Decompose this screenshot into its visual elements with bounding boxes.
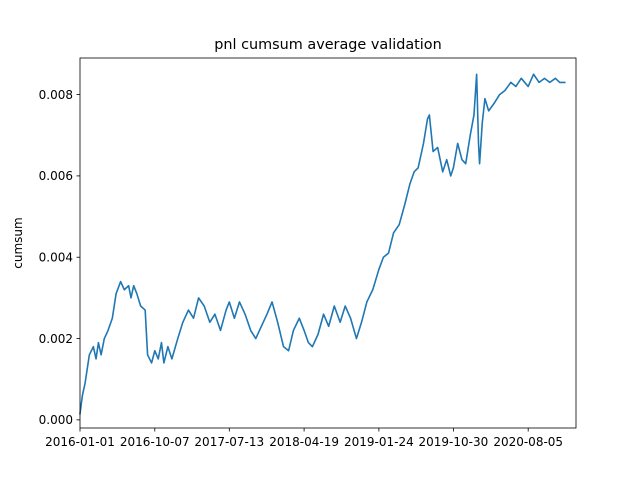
plot-frame xyxy=(79,57,577,429)
x-tick-label: 2016-10-07 xyxy=(120,435,190,449)
y-axis-ticks: 0.000 0.002 0.004 0.006 0.008 xyxy=(39,88,80,427)
plot-area xyxy=(80,58,576,428)
x-tick-label: 2020-08-05 xyxy=(493,435,563,449)
x-tick-label: 2019-01-24 xyxy=(344,435,414,449)
y-axis-label: cumsum xyxy=(11,217,25,268)
y-tick-label: 0.006 xyxy=(39,169,73,183)
series-line-cumsum xyxy=(79,73,566,415)
chart-title: pnl cumsum average validation xyxy=(214,37,441,53)
y-tick-label: 0.002 xyxy=(39,332,73,346)
y-tick-label: 0.000 xyxy=(39,413,73,427)
x-tick-label: 2019-10-30 xyxy=(419,435,489,449)
y-tick-label: 0.008 xyxy=(39,88,73,102)
x-tick-label: 2017-07-13 xyxy=(194,435,264,449)
x-tick-label: 2016-01-01 xyxy=(45,435,115,449)
x-tick-label: 2018-04-19 xyxy=(269,435,339,449)
y-tick-label: 0.004 xyxy=(39,251,73,265)
x-axis-ticks: 2016-01-01 2016-10-07 2017-07-13 2018-04-19… xyxy=(45,428,563,449)
